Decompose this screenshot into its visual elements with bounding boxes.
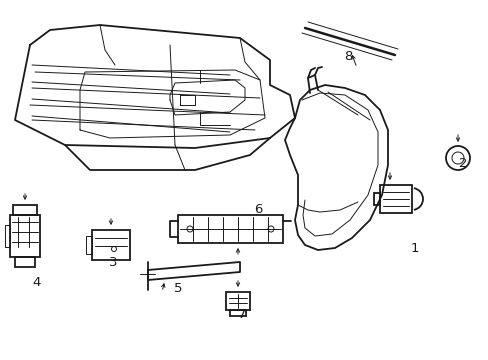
Text: 8: 8 <box>343 50 351 63</box>
Text: 5: 5 <box>173 282 182 294</box>
Text: 7: 7 <box>237 309 246 321</box>
Text: 3: 3 <box>108 256 117 270</box>
Text: 6: 6 <box>253 203 262 216</box>
Text: 2: 2 <box>458 157 467 171</box>
Text: 4: 4 <box>33 276 41 289</box>
Text: 1: 1 <box>410 242 418 255</box>
